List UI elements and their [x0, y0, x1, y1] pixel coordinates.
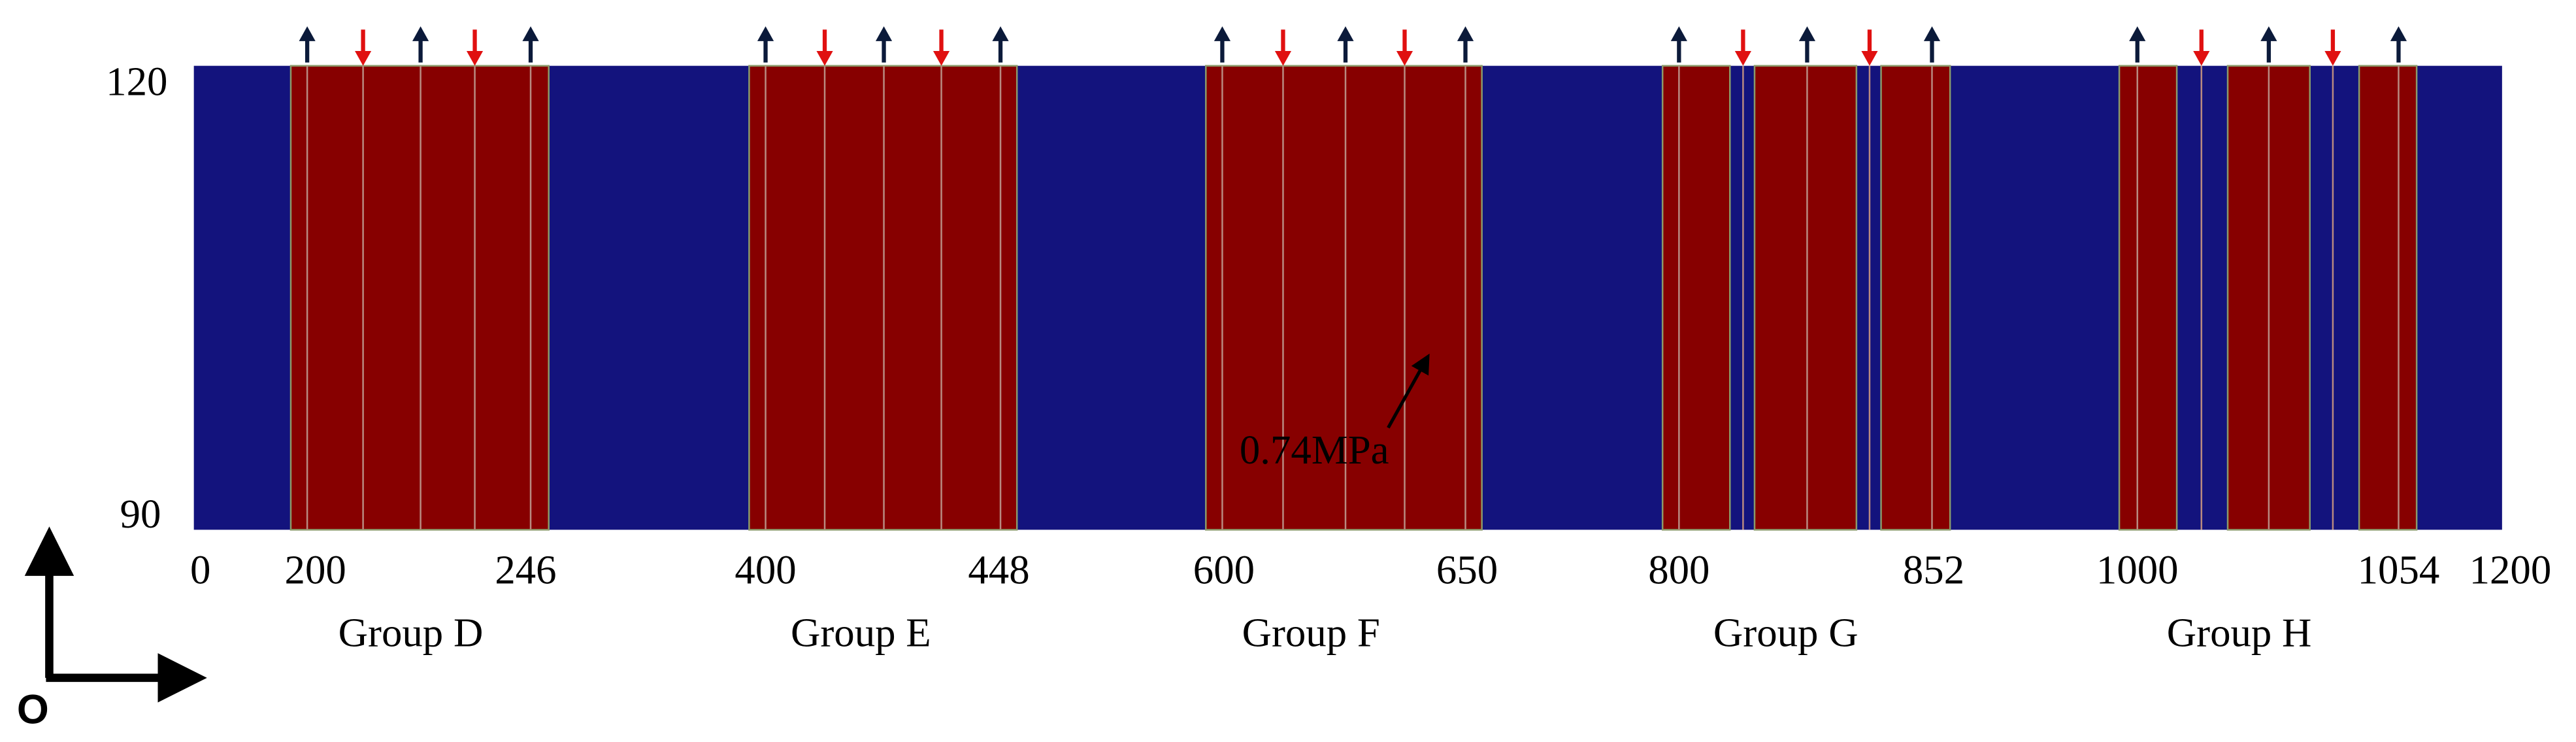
x-label: 1054 — [2358, 547, 2440, 593]
annotation-arrow — [1387, 353, 1430, 429]
origin-label: O — [17, 686, 49, 732]
arrow-head — [412, 26, 429, 41]
arrow-head — [1861, 51, 1878, 66]
arrow-head — [992, 26, 1009, 41]
group-label: Group H — [2167, 609, 2312, 655]
arrow-head — [1214, 26, 1231, 41]
group-label: Group D — [339, 609, 484, 655]
x-label: 448 — [968, 547, 1029, 593]
arrow-head — [1798, 26, 1816, 41]
arrow-head — [875, 26, 893, 41]
x-label: 246 — [495, 547, 556, 593]
red-region — [1880, 65, 1951, 531]
red-region — [1661, 65, 1731, 531]
group-label: Group E — [791, 609, 931, 655]
red-region — [2118, 65, 2178, 531]
arrow-head — [1337, 26, 1354, 41]
arrow-head — [816, 51, 833, 66]
x-label: 800 — [1648, 547, 1709, 593]
arrow-head — [1457, 26, 1474, 41]
y-label: 90 — [120, 491, 161, 537]
x-label: 1200 — [2469, 547, 2552, 593]
arrow-head — [1396, 51, 1413, 66]
arrow-head — [2260, 26, 2277, 41]
group-label: Group G — [1713, 609, 1858, 655]
arrow-head — [1670, 26, 1687, 41]
arrow-head — [299, 26, 316, 41]
arrow-head — [1734, 51, 1751, 66]
red-region — [1753, 65, 1858, 531]
arrow-head — [522, 26, 539, 41]
arrow-head — [2324, 51, 2341, 66]
arrow-head — [2193, 51, 2210, 66]
arrow-head — [1274, 51, 1292, 66]
red-region — [1205, 65, 1483, 531]
x-label: 852 — [1903, 547, 1964, 593]
arrow-head — [355, 51, 372, 66]
x-label: 0 — [190, 547, 210, 593]
x-label: 650 — [1436, 547, 1498, 593]
arrow-head — [933, 51, 950, 66]
arrow-head — [466, 51, 484, 66]
x-label: 400 — [735, 547, 796, 593]
y-label: 120 — [106, 58, 167, 104]
arrow-head — [1923, 26, 1941, 41]
x-label: 1000 — [2096, 547, 2179, 593]
annotation: 0.74MPa — [1240, 427, 1389, 473]
x-label: 600 — [1193, 547, 1255, 593]
x-label: 200 — [285, 547, 346, 593]
arrow-head — [757, 26, 774, 41]
red-region — [2358, 65, 2418, 531]
arrow-head — [2129, 26, 2146, 41]
group-label: Group F — [1242, 609, 1380, 655]
arrow-head — [2390, 26, 2407, 41]
